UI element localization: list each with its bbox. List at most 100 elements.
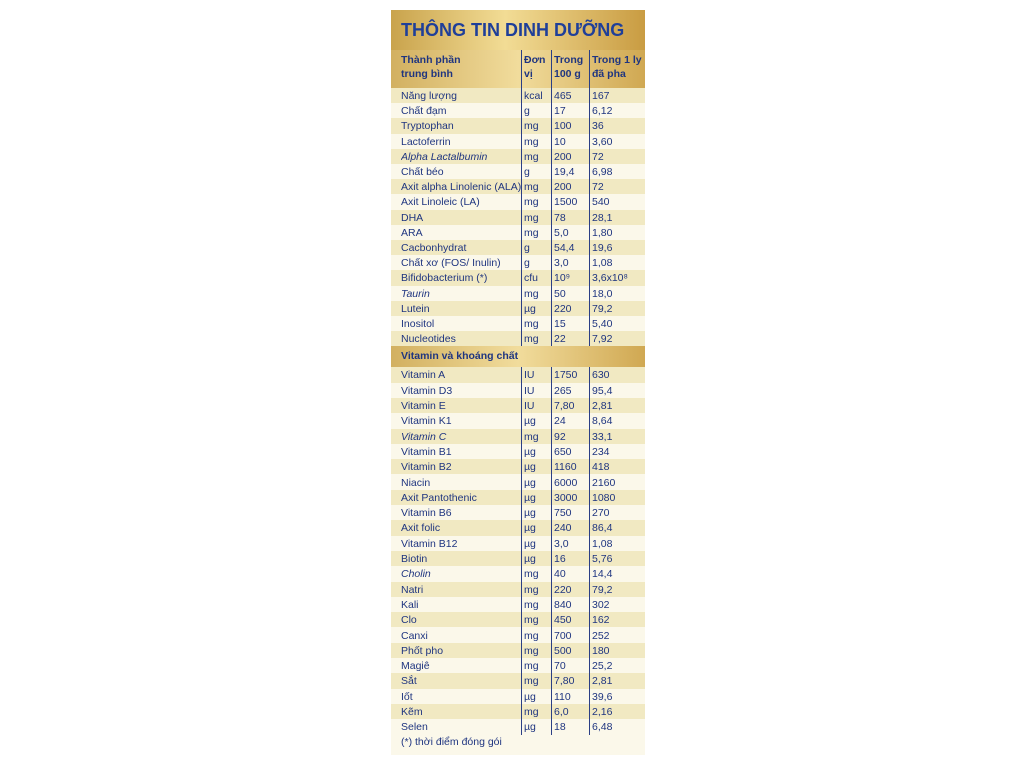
row-band bbox=[391, 133, 645, 149]
table-cell: 6000 bbox=[554, 476, 578, 489]
row-band bbox=[391, 459, 645, 475]
header-cell: đã pha bbox=[592, 68, 626, 80]
table-cell: mg bbox=[524, 226, 539, 239]
table-cell: Lutein bbox=[401, 302, 430, 315]
row-band bbox=[391, 382, 645, 398]
table-cell: Vitamin B12 bbox=[401, 537, 458, 550]
table-cell: 79,2 bbox=[592, 302, 613, 315]
table-cell: 220 bbox=[554, 302, 572, 315]
table-cell: µg bbox=[524, 302, 536, 315]
row-band bbox=[391, 103, 645, 119]
table-cell: mg bbox=[524, 568, 539, 581]
table-cell: g bbox=[524, 242, 530, 254]
table-cell: Vitamin B1 bbox=[401, 445, 452, 458]
table-cell: Alpha Lactalbumin bbox=[401, 150, 488, 163]
row-band bbox=[391, 88, 645, 104]
table-cell: mg bbox=[524, 318, 539, 330]
row-band bbox=[391, 224, 645, 240]
table-cell: Vitamin A bbox=[401, 369, 446, 382]
table-cell: µg bbox=[524, 537, 536, 550]
table-cell: 234 bbox=[592, 445, 610, 458]
table-cell: 72 bbox=[592, 150, 604, 163]
row-band bbox=[391, 240, 645, 256]
table-cell: g bbox=[524, 166, 530, 178]
row-band bbox=[391, 612, 645, 628]
table-cell: 24 bbox=[554, 415, 566, 428]
table-cell: Vitamin B2 bbox=[401, 461, 452, 474]
table-cell: 270 bbox=[592, 507, 610, 520]
label-title: THÔNG TIN DINH DƯỠNG bbox=[391, 10, 645, 50]
table-cell: mg bbox=[524, 211, 539, 224]
table-cell: mg bbox=[524, 706, 539, 718]
row-band bbox=[391, 719, 645, 735]
table-cell: 840 bbox=[554, 598, 572, 611]
header-cell: Đơn bbox=[524, 54, 546, 66]
column-divider bbox=[551, 50, 552, 347]
header-cell: Trong 1 ly bbox=[592, 54, 642, 66]
table-cell: 6,48 bbox=[592, 721, 613, 734]
table-cell: 78 bbox=[554, 211, 566, 224]
table-cell: 8,64 bbox=[592, 415, 613, 428]
table-cell: Cholin bbox=[401, 568, 431, 581]
table-cell: Axit Pantothenic bbox=[401, 491, 477, 504]
table-cell: 14,4 bbox=[592, 568, 613, 581]
table-cell: 6,12 bbox=[592, 105, 613, 118]
table-cell: 92 bbox=[554, 430, 566, 443]
table-cell: Sắt bbox=[401, 675, 417, 688]
table-cell: 162 bbox=[592, 614, 610, 627]
table-cell: 54,4 bbox=[554, 242, 575, 254]
table-cell: mg bbox=[524, 333, 539, 346]
table-cell: 100 bbox=[554, 120, 572, 133]
row-band bbox=[391, 209, 645, 225]
table-cell: 630 bbox=[592, 369, 610, 382]
table-cell: 2,81 bbox=[592, 675, 613, 688]
table-cell: Selen bbox=[401, 721, 428, 734]
table-cell: Canxi bbox=[401, 629, 428, 642]
table-cell: 700 bbox=[554, 629, 572, 642]
row-band bbox=[391, 331, 645, 347]
table-cell: 33,1 bbox=[592, 430, 613, 443]
row-band bbox=[391, 658, 645, 674]
header-cell: 100 g bbox=[554, 68, 581, 80]
table-cell: Vitamin D3 bbox=[401, 384, 453, 397]
table-cell: 240 bbox=[554, 522, 572, 535]
row-band bbox=[391, 566, 645, 582]
table-cell: 95,4 bbox=[592, 384, 613, 397]
table-cell: Natri bbox=[401, 583, 424, 596]
row-band bbox=[391, 443, 645, 460]
table-cell: mg bbox=[524, 660, 539, 673]
table-cell: 302 bbox=[592, 598, 610, 611]
row-band bbox=[391, 581, 645, 597]
table-cell: 18 bbox=[554, 721, 566, 734]
table-cell: Lactoferrin bbox=[401, 135, 451, 148]
table-cell: 200 bbox=[554, 150, 572, 163]
table-cell: 167 bbox=[592, 90, 610, 102]
table-cell: 15 bbox=[554, 318, 566, 330]
table-cell: Inositol bbox=[401, 318, 435, 330]
table-cell: 3,6x10⁸ bbox=[592, 272, 628, 285]
table-cell: µg bbox=[524, 476, 536, 489]
table-cell: 1080 bbox=[592, 491, 616, 504]
row-band bbox=[391, 489, 645, 506]
table-cell: mg bbox=[524, 675, 539, 688]
table-cell: 1750 bbox=[554, 369, 578, 382]
table-cell: 650 bbox=[554, 445, 572, 458]
table-cell: IU bbox=[524, 384, 535, 397]
table-cell: kcal bbox=[524, 90, 543, 102]
table-cell: 200 bbox=[554, 181, 572, 194]
row-band bbox=[391, 413, 645, 429]
table-cell: Nucleotides bbox=[401, 333, 456, 346]
table-cell: Chất béo bbox=[401, 166, 444, 178]
nutrition-label: THÔNG TIN DINH DƯỠNG Thành phần trung bìn… bbox=[391, 10, 645, 755]
table-cell: 180 bbox=[592, 644, 610, 657]
table-cell: 3,0 bbox=[554, 257, 569, 270]
table-cell: Iốt bbox=[401, 690, 413, 703]
table-cell: 18,0 bbox=[592, 287, 613, 300]
table-cell: Clo bbox=[401, 614, 417, 627]
column-divider bbox=[589, 367, 590, 735]
table-cell: Vitamin C bbox=[401, 430, 447, 443]
table-cell: IU bbox=[524, 400, 535, 412]
row-band bbox=[391, 148, 645, 164]
row-band bbox=[391, 673, 645, 689]
